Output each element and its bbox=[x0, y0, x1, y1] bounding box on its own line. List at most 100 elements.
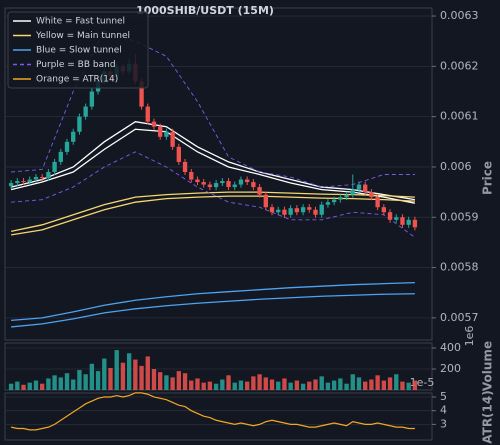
chart-title: 1000SHIB/USDT (15M) bbox=[136, 4, 274, 17]
volume-bar bbox=[369, 379, 374, 390]
candle-body bbox=[226, 181, 231, 188]
volume-bar bbox=[126, 353, 132, 390]
volume-panel bbox=[4, 342, 433, 391]
overlay-line bbox=[11, 195, 415, 236]
candle-body bbox=[381, 207, 387, 213]
volume-bar bbox=[114, 350, 119, 390]
candle-body bbox=[344, 194, 349, 198]
volume-bar bbox=[102, 358, 107, 390]
y-axis-label: Price bbox=[481, 161, 495, 195]
volume-bar bbox=[33, 380, 39, 390]
candle-body bbox=[257, 187, 262, 195]
y-axis-label: ATR(14) bbox=[481, 390, 495, 443]
legend-label: Orange = ATR(14) bbox=[36, 75, 118, 85]
candle-body bbox=[77, 116, 82, 132]
volume-bar bbox=[15, 381, 20, 390]
atr-line bbox=[10, 392, 415, 431]
volume-bar bbox=[158, 372, 163, 390]
volume-bar bbox=[400, 381, 405, 390]
volume-bar bbox=[189, 380, 194, 390]
y-tick-label: 0.0057 bbox=[440, 311, 479, 324]
candle-body bbox=[33, 177, 39, 180]
volume-bar bbox=[394, 374, 399, 390]
candle-body bbox=[331, 199, 337, 203]
legend-label: Yellow = Main tunnel bbox=[35, 31, 130, 41]
volume-bar bbox=[232, 382, 237, 390]
candle-body bbox=[394, 217, 399, 220]
overlay-line bbox=[10, 128, 416, 204]
overlay-line bbox=[10, 191, 415, 232]
y-tick-label: 3 bbox=[440, 417, 447, 430]
candle-body bbox=[39, 177, 45, 179]
candle-body bbox=[83, 106, 88, 117]
volume-bar bbox=[133, 359, 138, 390]
volume-bar bbox=[64, 373, 70, 390]
volume-bar bbox=[145, 356, 150, 390]
volume-bar bbox=[176, 371, 182, 390]
volume-bar bbox=[27, 382, 32, 390]
legend-label: Blue = Slow tunnel bbox=[36, 46, 122, 56]
candle-body bbox=[170, 131, 175, 147]
candle-body bbox=[201, 182, 206, 185]
candle-body bbox=[307, 207, 312, 210]
candle-body bbox=[319, 204, 324, 215]
volume-bar bbox=[363, 381, 368, 390]
candle-body bbox=[276, 209, 281, 213]
candle-body bbox=[52, 161, 57, 172]
candle-body bbox=[21, 181, 26, 183]
volume-bar bbox=[39, 383, 45, 390]
y-axis-label: Volume bbox=[481, 341, 495, 391]
candle-body bbox=[412, 219, 418, 228]
volume-bar bbox=[282, 378, 287, 390]
y-tick-label: 0.0061 bbox=[440, 110, 479, 123]
candle-body bbox=[15, 181, 20, 184]
y-tick-label: 400 bbox=[440, 341, 461, 354]
volume-bar bbox=[71, 379, 76, 390]
volume-bar bbox=[325, 382, 331, 390]
candle-body bbox=[232, 184, 237, 188]
legend: White = Fast tunnel Yellow = Main tunnel B… bbox=[7, 11, 149, 89]
volume-bar bbox=[251, 376, 256, 390]
y-tick-label: 0.0059 bbox=[440, 210, 479, 223]
candle-body bbox=[220, 181, 225, 184]
candle-body bbox=[151, 121, 157, 127]
overlay-line bbox=[11, 282, 415, 322]
candle-body bbox=[363, 184, 368, 193]
candle-body bbox=[58, 151, 63, 162]
y-tick-label: 0.0062 bbox=[440, 59, 479, 72]
candle-body bbox=[350, 189, 355, 195]
volume-bar bbox=[52, 375, 57, 390]
volume-bar bbox=[108, 367, 113, 390]
volume-bar bbox=[8, 383, 14, 390]
y-tick-label: 200 bbox=[440, 362, 461, 375]
volume-bar bbox=[46, 378, 51, 390]
candle-body bbox=[207, 184, 213, 188]
candle-body bbox=[238, 179, 244, 185]
volume-bar bbox=[338, 378, 343, 390]
candle-body bbox=[176, 146, 182, 162]
candle-body bbox=[213, 183, 219, 188]
volume-bar bbox=[269, 379, 275, 390]
volume-bar bbox=[170, 377, 175, 390]
volume-bar bbox=[195, 378, 200, 390]
volume-bar bbox=[58, 377, 63, 390]
candle-body bbox=[139, 81, 144, 107]
volume-bar bbox=[120, 362, 126, 390]
candle-body bbox=[406, 219, 411, 225]
volume-bar bbox=[319, 376, 324, 390]
volume-bar bbox=[412, 380, 418, 390]
candle-body bbox=[27, 179, 32, 183]
volume-bar bbox=[257, 374, 262, 390]
volume-bar bbox=[89, 363, 95, 390]
candle-body bbox=[325, 202, 331, 205]
candle-body bbox=[189, 171, 194, 180]
legend-box bbox=[7, 11, 149, 89]
overlay-line bbox=[10, 120, 415, 201]
candle-body bbox=[244, 179, 250, 183]
candle-body bbox=[182, 161, 188, 172]
volume-bar bbox=[263, 377, 268, 390]
volume-bar bbox=[164, 375, 169, 390]
y-tick-label: 0.0058 bbox=[440, 261, 479, 274]
volume-bar bbox=[406, 382, 411, 390]
candle-body bbox=[71, 131, 76, 142]
